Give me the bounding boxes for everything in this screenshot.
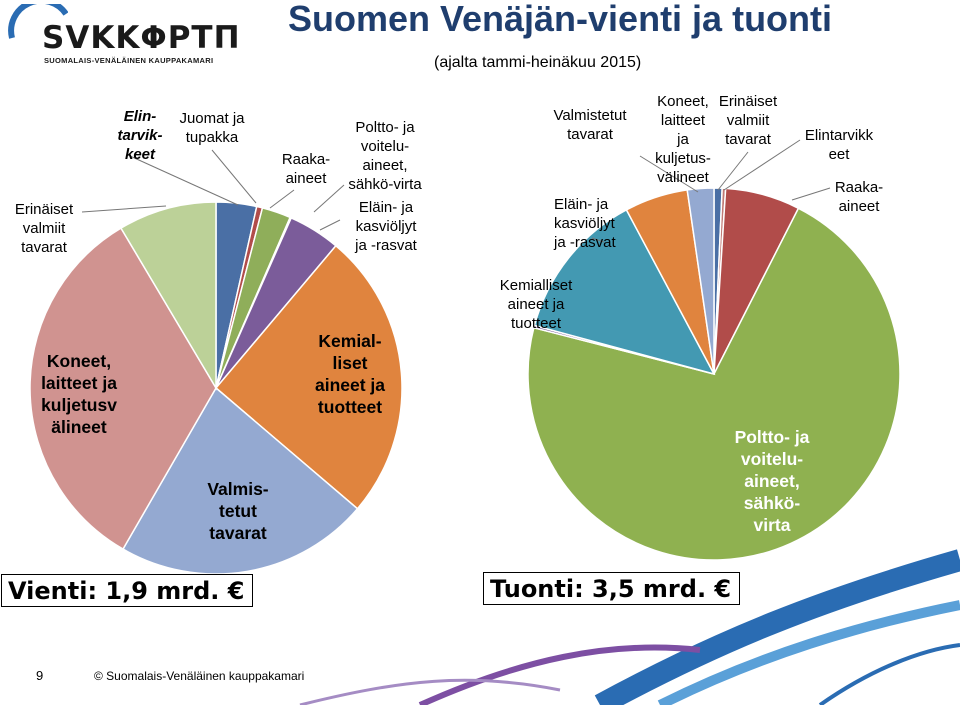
export-slice-6 — [121, 386, 359, 575]
import-total: Tuonti: 3,5 mrd. € — [483, 572, 741, 605]
leader-line-1 — [211, 149, 257, 204]
export-slice-5 — [214, 244, 403, 510]
leader-line-5 — [81, 205, 167, 213]
leader-line-2 — [269, 189, 295, 209]
import-label-erinaiset: Erinäiset valmiit tavarat — [718, 93, 778, 148]
leader-line-10 — [591, 237, 605, 243]
import-label-raaka-aineet: Raaka-aineet — [834, 179, 884, 215]
export-label-elintarvikkeet: Elin-tarvik-keet — [117, 108, 163, 163]
leader-lines — [81, 139, 831, 243]
export-slice-8 — [119, 201, 217, 391]
logo-arc-icon — [8, 4, 68, 39]
export-total: Vienti: 1,9 mrd. € — [1, 574, 254, 607]
import-label-elain: Eläin- ja kasviöljyt ja -rasvat — [554, 196, 616, 251]
export-pie — [29, 201, 403, 575]
copyright: © Suomalais-Venäläinen kauppakamari — [94, 669, 305, 683]
export-slice-7 — [29, 227, 217, 551]
logo-text: SVKKΦPTΠ — [42, 20, 241, 56]
leader-line-0 — [129, 155, 239, 206]
export-label-raaka-aineet: Raaka-aineet — [281, 151, 331, 187]
export-label-kemialliset: Kemial-liset aineet ja tuotteet — [314, 331, 386, 417]
export-label-koneet: Koneet, laitteet ja kuljetusv älineet — [41, 351, 117, 437]
leader-line-8 — [723, 139, 801, 191]
import-slice-3 — [527, 207, 901, 561]
export-label-erinaiset: Erinäiset valmiit tavarat — [14, 201, 74, 256]
import-label-koneet: Koneet, laitteet ja kuljetus-välineet — [655, 93, 711, 186]
export-label-elain: Eläin- ja kasviöljyt ja -rasvat — [355, 199, 417, 254]
leader-line-3 — [313, 184, 345, 213]
leader-line-4 — [319, 219, 341, 231]
import-pie — [527, 187, 901, 561]
import-slice-7 — [686, 187, 715, 375]
page-title: Suomen Venäjän-vienti ja tuonti — [287, 0, 833, 39]
import-label-kemialliset: Kemialliset aineet ja tuotteet — [499, 277, 573, 332]
leader-line-6 — [639, 155, 699, 193]
export-label-juomat: Juomat ja tupakka — [179, 110, 245, 146]
export-label-poltto: Poltto- ja voitelu-aineet, sähkö-virta — [348, 119, 422, 193]
import-label-poltto: Poltto- ja voitelu-aineet, sähkö-virta — [734, 427, 810, 535]
import-slice-5 — [533, 208, 716, 376]
page-number: 9 — [36, 668, 44, 683]
leader-line-9 — [791, 187, 831, 201]
import-label-elintarvikkeet: Elintarvikk eet — [804, 127, 874, 163]
logo-subtitle: SUOMALAIS-VENÄLÄINEN KAUPPAKAMARI — [44, 56, 214, 65]
import-label-valmistetut: Valmistetut tavarat — [553, 107, 627, 143]
export-label-valmistetut: Valmis-tetut tavarat — [207, 479, 269, 543]
logo: SVKKΦPTΠ SUOMALAIS-VENÄLÄINEN KAUPPAKAMA… — [8, 4, 240, 66]
leader-line-7 — [717, 151, 749, 191]
page-subtitle: (ajalta tammi-heinäkuu 2015) — [434, 54, 642, 71]
